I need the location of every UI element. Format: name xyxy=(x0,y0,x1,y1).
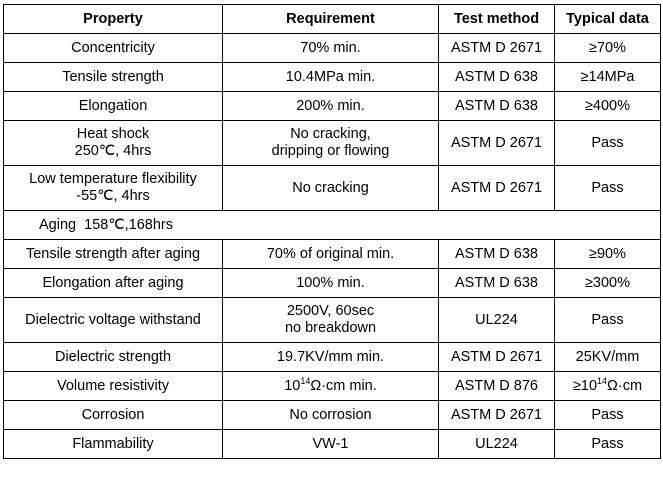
cell-typical-data: ≥1014Ω·cm xyxy=(554,371,661,401)
cell-requirement: No cracking, dripping or flowing xyxy=(222,120,439,166)
cell-test-method: ASTM D 2671 xyxy=(438,342,555,372)
value-base: 10 xyxy=(284,377,301,394)
cell-typical-data: Pass xyxy=(554,400,661,430)
cell-line: 2500V, 60sec xyxy=(286,303,375,319)
header-requirement: Requirement xyxy=(222,4,439,34)
cell-property: Concentricity xyxy=(3,33,223,63)
cell-test-method: UL224 xyxy=(438,297,555,343)
cell-test-method: ASTM D 2671 xyxy=(438,120,555,166)
cell-test-method: ASTM D 638 xyxy=(438,62,555,92)
cell-property: Tensile strength after aging xyxy=(3,239,223,269)
cell-property: Dielectric strength xyxy=(3,342,223,372)
cell-typical-data: Pass xyxy=(554,297,661,343)
table-row: Elongation 200% min. ASTM D 638 ≥400% xyxy=(3,91,661,121)
cell-typical-data: ≥300% xyxy=(554,268,661,298)
cell-requirement: 70% min. xyxy=(222,33,439,63)
cell-property: Heat shock 250℃, 4hrs xyxy=(3,120,223,166)
cell-requirement: 100% min. xyxy=(222,268,439,298)
cell-requirement: 1014Ω·cm min. xyxy=(222,371,439,401)
cell-requirement: No corrosion xyxy=(222,400,439,430)
cell-requirement: 19.7KV/mm min. xyxy=(222,342,439,372)
table-row: Heat shock 250℃, 4hrs No cracking, dripp… xyxy=(3,120,661,166)
value-unit: Ω·cm xyxy=(607,377,643,394)
properties-table: Property Requirement Test method Typical… xyxy=(3,4,661,459)
header-typical-data: Typical data xyxy=(554,4,661,34)
cell-requirement: 10.4MPa min. xyxy=(222,62,439,92)
cell-property: Elongation after aging xyxy=(3,268,223,298)
table-row: Concentricity 70% min. ASTM D 2671 ≥70% xyxy=(3,33,661,63)
header-property: Property xyxy=(3,4,223,34)
value-unit: Ω·cm min. xyxy=(310,377,377,394)
table-row: Dielectric voltage withstand 2500V, 60se… xyxy=(3,297,661,343)
table-row: Tensile strength after aging 70% of orig… xyxy=(3,239,661,269)
table-row: Dielectric strength 19.7KV/mm min. ASTM … xyxy=(3,342,661,372)
table-row: Tensile strength 10.4MPa min. ASTM D 638… xyxy=(3,62,661,92)
value-exponent: 14 xyxy=(300,375,311,386)
table-row: Corrosion No corrosion ASTM D 2671 Pass xyxy=(3,400,661,430)
header-row: Property Requirement Test method Typical… xyxy=(3,4,661,34)
cell-requirement: 200% min. xyxy=(222,91,439,121)
cell-line: no breakdown xyxy=(284,320,377,336)
cell-typical-data: ≥70% xyxy=(554,33,661,63)
cell-requirement: 2500V, 60sec no breakdown xyxy=(222,297,439,343)
cell-line: Heat shock xyxy=(76,126,150,142)
cell-test-method: ASTM D 2671 xyxy=(438,165,555,211)
cell-line: -55℃, 4hrs xyxy=(76,188,150,204)
value-base: ≥10 xyxy=(572,377,598,394)
cell-typical-data: Pass xyxy=(554,120,661,166)
cell-typical-data: Pass xyxy=(554,429,661,459)
cell-property: Flammability xyxy=(3,429,223,459)
section-row: Aging 158℃,168hrs xyxy=(3,210,661,240)
cell-typical-data: 25KV/mm xyxy=(554,342,661,372)
cell-test-method: ASTM D 638 xyxy=(438,91,555,121)
cell-property: Corrosion xyxy=(3,400,223,430)
cell-typical-data: Pass xyxy=(554,165,661,211)
cell-test-method: ASTM D 2671 xyxy=(438,400,555,430)
table-row: Low temperature flexibility -55℃, 4hrs N… xyxy=(3,165,661,211)
cell-property: Low temperature flexibility -55℃, 4hrs xyxy=(3,165,223,211)
section-aging-label: Aging 158℃,168hrs xyxy=(3,210,661,240)
cell-requirement: 70% of original min. xyxy=(222,239,439,269)
cell-line: dripping or flowing xyxy=(271,143,390,159)
header-test-method: Test method xyxy=(438,4,555,34)
cell-typical-data: ≥90% xyxy=(554,239,661,269)
cell-property: Dielectric voltage withstand xyxy=(3,297,223,343)
cell-test-method: ASTM D 638 xyxy=(438,239,555,269)
cell-test-method: ASTM D 876 xyxy=(438,371,555,401)
cell-requirement: VW-1 xyxy=(222,429,439,459)
cell-test-method: UL224 xyxy=(438,429,555,459)
cell-property: Volume resistivity xyxy=(3,371,223,401)
cell-typical-data: ≥400% xyxy=(554,91,661,121)
cell-test-method: ASTM D 638 xyxy=(438,268,555,298)
cell-test-method: ASTM D 2671 xyxy=(438,33,555,63)
cell-line: 250℃, 4hrs xyxy=(74,143,152,159)
cell-line: No cracking, xyxy=(290,126,371,142)
cell-requirement: No cracking xyxy=(222,165,439,211)
table-row: Flammability VW-1 UL224 Pass xyxy=(3,429,661,459)
cell-line: Low temperature flexibility xyxy=(29,171,197,187)
cell-property: Tensile strength xyxy=(3,62,223,92)
table-row: Volume resistivity 1014Ω·cm min. ASTM D … xyxy=(3,371,661,401)
cell-property: Elongation xyxy=(3,91,223,121)
cell-typical-data: ≥14MPa xyxy=(554,62,661,92)
table-row: Elongation after aging 100% min. ASTM D … xyxy=(3,268,661,298)
value-exponent: 14 xyxy=(597,375,608,386)
